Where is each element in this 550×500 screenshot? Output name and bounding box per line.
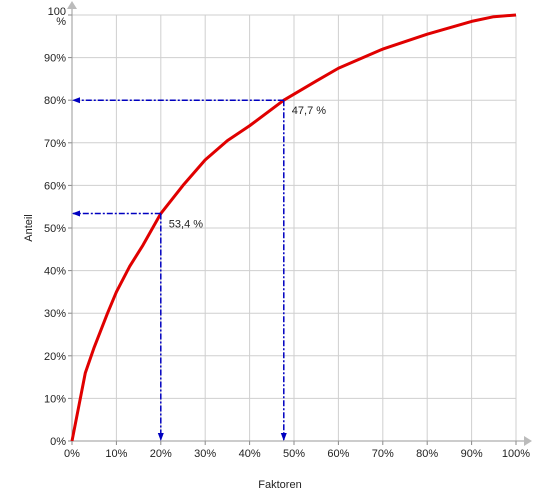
y-tick-label: 50% (44, 223, 66, 235)
x-tick-label: 90% (461, 448, 483, 460)
y-tick-label: 40% (44, 266, 66, 278)
x-tick-label: 100% (502, 448, 530, 460)
x-tick-label: 40% (239, 448, 261, 460)
x-tick-label: 80% (416, 448, 438, 460)
axis-arrow (524, 436, 532, 446)
x-tick-label: 70% (372, 448, 394, 460)
y-tick-label: 30% (44, 308, 66, 320)
x-tick-label: 50% (283, 448, 305, 460)
y-tick-label: 60% (44, 180, 66, 192)
data-line (70, 13, 517, 442)
y-tick-label: 20% (44, 351, 66, 363)
x-tick-label: 10% (105, 448, 127, 460)
x-axis-label: Faktoren (258, 479, 301, 491)
y-axis-label: Anteil (23, 214, 35, 242)
annotation-label: 53,4 % (169, 219, 203, 231)
y-tick-label: 0% (50, 436, 66, 448)
axis-arrow (67, 1, 77, 9)
annotation-label: 47,7 % (292, 105, 326, 117)
y-tick-label: 10% (44, 393, 66, 405)
y-tick-label: 90% (44, 53, 66, 65)
x-tick-label: 20% (150, 448, 172, 460)
y-tick-label: 80% (44, 95, 66, 107)
y-tick-label: 100% (48, 6, 67, 28)
x-tick-label: 0% (64, 448, 80, 460)
y-tick-label: 70% (44, 138, 66, 150)
x-tick-label: 60% (327, 448, 349, 460)
x-tick-label: 30% (194, 448, 216, 460)
